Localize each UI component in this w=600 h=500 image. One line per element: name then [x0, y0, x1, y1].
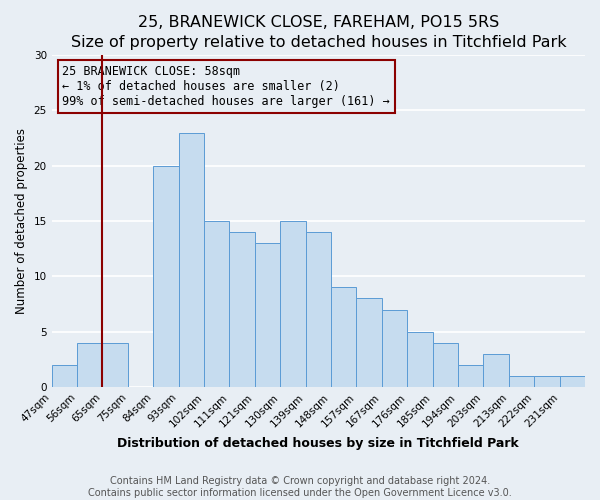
Bar — [52, 365, 77, 387]
Bar — [433, 342, 458, 387]
Bar — [534, 376, 560, 387]
Bar — [458, 365, 484, 387]
Title: 25, BRANEWICK CLOSE, FAREHAM, PO15 5RS
Size of property relative to detached hou: 25, BRANEWICK CLOSE, FAREHAM, PO15 5RS S… — [71, 15, 566, 50]
Bar — [331, 288, 356, 387]
Bar — [484, 354, 509, 387]
Bar — [77, 342, 103, 387]
Bar — [509, 376, 534, 387]
Y-axis label: Number of detached properties: Number of detached properties — [15, 128, 28, 314]
X-axis label: Distribution of detached houses by size in Titchfield Park: Distribution of detached houses by size … — [118, 437, 519, 450]
Bar — [229, 232, 255, 387]
Bar — [407, 332, 433, 387]
Bar — [179, 132, 204, 387]
Bar — [560, 376, 585, 387]
Bar — [356, 298, 382, 387]
Bar — [204, 221, 229, 387]
Bar — [255, 243, 280, 387]
Bar — [103, 342, 128, 387]
Text: Contains HM Land Registry data © Crown copyright and database right 2024.
Contai: Contains HM Land Registry data © Crown c… — [88, 476, 512, 498]
Text: 25 BRANEWICK CLOSE: 58sqm
← 1% of detached houses are smaller (2)
99% of semi-de: 25 BRANEWICK CLOSE: 58sqm ← 1% of detach… — [62, 65, 390, 108]
Bar — [382, 310, 407, 387]
Bar — [305, 232, 331, 387]
Bar — [153, 166, 179, 387]
Bar — [280, 221, 305, 387]
